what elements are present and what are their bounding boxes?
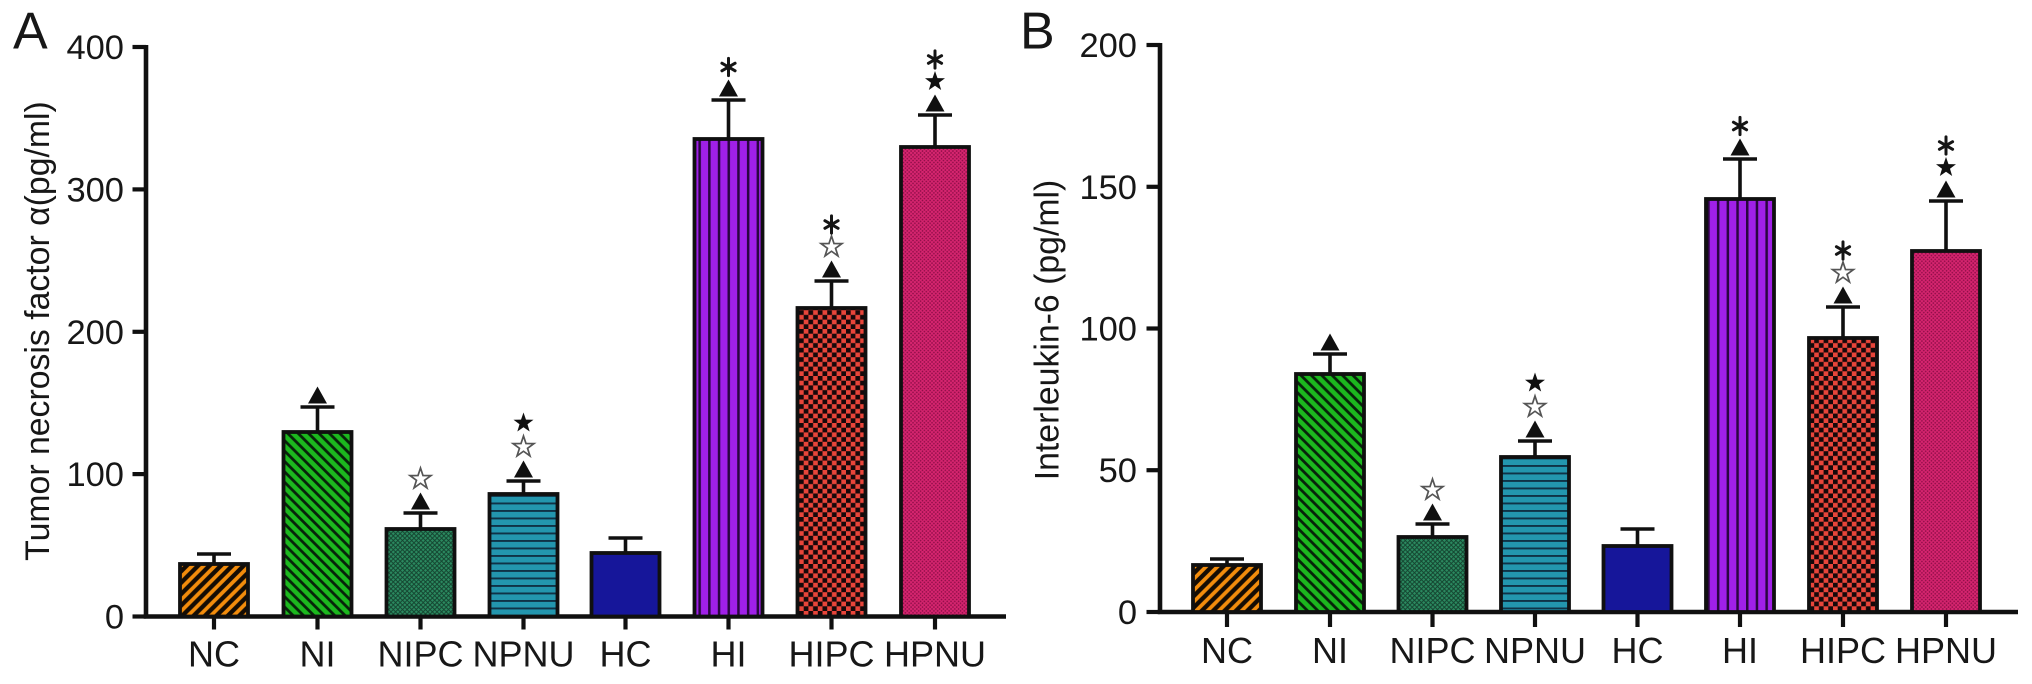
svg-text:NC: NC (188, 634, 240, 675)
svg-text:100: 100 (1079, 311, 1137, 349)
svg-text:NPNU: NPNU (472, 634, 574, 675)
svg-text:0: 0 (105, 599, 124, 637)
svg-text:Tumor necrosis factor α(pg/ml): Tumor necrosis factor α(pg/ml) (19, 101, 57, 561)
svg-text:NPNU: NPNU (1484, 630, 1586, 671)
svg-text:HC: HC (600, 634, 652, 675)
svg-text:NC: NC (1201, 630, 1253, 671)
svg-text:HPNU: HPNU (1895, 630, 1997, 671)
svg-text:300: 300 (66, 171, 124, 209)
svg-text:HI: HI (711, 634, 747, 675)
svg-text:200: 200 (1079, 27, 1137, 65)
svg-text:100: 100 (66, 456, 124, 494)
svg-text:Interleukin-6 (pg/ml): Interleukin-6 (pg/ml) (1029, 180, 1067, 481)
svg-text:HI: HI (1722, 630, 1758, 671)
svg-text:B: B (1020, 3, 1055, 61)
svg-text:NI: NI (1312, 630, 1348, 671)
svg-text:50: 50 (1099, 452, 1137, 490)
svg-text:HPNU: HPNU (884, 634, 986, 675)
svg-text:HC: HC (1612, 630, 1664, 671)
svg-text:NIPC: NIPC (1389, 630, 1475, 671)
svg-text:150: 150 (1079, 169, 1137, 207)
svg-text:200: 200 (66, 314, 124, 352)
svg-text:A: A (13, 3, 48, 61)
svg-text:NIPC: NIPC (377, 634, 463, 675)
svg-text:HIPC: HIPC (1800, 630, 1886, 671)
svg-text:NI: NI (300, 634, 336, 675)
svg-text:400: 400 (66, 29, 124, 67)
svg-text:HIPC: HIPC (788, 634, 874, 675)
svg-text:0: 0 (1118, 594, 1137, 632)
